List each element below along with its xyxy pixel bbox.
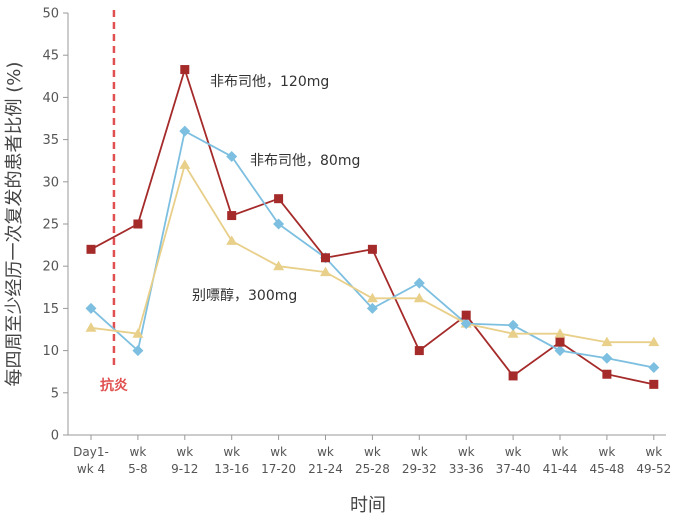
series-3-point (132, 328, 144, 338)
x-tick-label: wk (645, 445, 662, 459)
x-tick-label: wk (458, 445, 475, 459)
y-tick-label: 30 (42, 175, 59, 190)
y-tick-label: 25 (42, 218, 59, 233)
series-3-point (648, 336, 660, 347)
series-2-point (132, 345, 144, 357)
y-tick-label: 50 (42, 7, 59, 22)
y-tick-label: 45 (42, 49, 59, 64)
x-tick-label: wk (552, 445, 569, 459)
y-axis-title: 每四周至少经历一次复发的患者比例 (%) (4, 62, 25, 387)
series-2-point (507, 319, 519, 331)
series-3-point (366, 292, 378, 303)
x-tick-label: 45-48 (589, 462, 624, 476)
series-1-point (649, 379, 659, 389)
x-tick-label: 33-36 (449, 462, 484, 476)
x-axis-title: 时间 (350, 495, 386, 516)
event-layer: 抗炎 (100, 10, 128, 394)
x-tick-label: wk 4 (77, 462, 105, 476)
series-1-point (274, 194, 284, 204)
x-tick-label: 25-28 (355, 462, 390, 476)
x-tick-label: wk (411, 445, 428, 459)
series-1-point (133, 219, 143, 229)
series-label-3: 别嘌醇，300mg (192, 287, 297, 304)
x-tick-label: 13-16 (214, 462, 249, 476)
series-1-point (602, 369, 612, 379)
x-tick-label: 49-52 (636, 462, 671, 476)
x-tick-label: wk (270, 445, 287, 459)
series-1-point (461, 310, 471, 320)
series-1-point (180, 65, 190, 75)
series-1-point (227, 211, 237, 221)
y-axis: 0 5 10 15 20 25 30 35 40 45 50 (42, 7, 69, 444)
x-tick-label: 37-40 (496, 462, 531, 476)
series-3-point (179, 159, 191, 169)
series-1-point (414, 346, 424, 356)
series-1-point (555, 337, 565, 347)
series-2-point (413, 277, 425, 289)
series-label-layer: 非布司他，120mg 非布司他，80mg 别嘌醇，300mg (192, 74, 360, 304)
series-2-point (85, 302, 97, 314)
series-3-point (507, 328, 519, 338)
series-line-1 (90, 66, 654, 386)
series-1-point (321, 253, 330, 263)
y-tick-label: 10 (42, 344, 59, 359)
series-2-point (179, 125, 191, 137)
series-3-point (273, 260, 285, 271)
y-tick-label: 40 (42, 91, 59, 106)
series-3-point (554, 328, 566, 338)
series-3-point (226, 235, 238, 245)
series-layer (85, 65, 660, 389)
series-2-point (554, 345, 566, 357)
series-3-point (413, 292, 425, 303)
series-1-point (367, 244, 377, 254)
x-tick-label: 17-20 (261, 462, 296, 476)
x-tick-label: 29-32 (402, 462, 437, 476)
x-tick-label: 41-44 (543, 462, 578, 476)
series-2-point (273, 218, 285, 230)
series-label-1: 非布司他，120mg (210, 74, 329, 90)
series-3-point (320, 266, 331, 277)
series-2-point (366, 302, 378, 314)
x-tick-label: wk (505, 445, 522, 459)
series-label-2: 非布司他，80mg (250, 153, 360, 169)
event-label: 抗炎 (100, 377, 128, 394)
y-tick-label: 20 (42, 260, 59, 275)
x-tick-label: wk (599, 445, 616, 459)
x-tick-label: 9-12 (171, 462, 198, 476)
series-2-point (601, 352, 613, 364)
series-2-point (226, 150, 238, 162)
y-tick-label: 5 (51, 386, 59, 401)
y-tick-label: 15 (42, 302, 59, 317)
y-tick-label: 0 (51, 429, 59, 444)
x-tick-label: wk (317, 445, 334, 459)
x-tick-label: wk (364, 445, 381, 459)
series-1-point (508, 371, 518, 381)
series-2-point (648, 361, 660, 373)
x-tick-label: 21-24 (308, 462, 343, 476)
x-tick-label: Day1- (73, 445, 109, 459)
series-1-point (86, 244, 96, 254)
x-tick-label: wk (176, 445, 193, 459)
x-tick-label: wk (130, 445, 147, 459)
y-tick-label: 35 (42, 133, 59, 148)
series-2-point (460, 318, 472, 330)
x-tick-label: 5-8 (128, 462, 148, 476)
series-3-point (601, 336, 613, 347)
x-tick-label: wk (223, 445, 240, 459)
series-3-point (85, 322, 97, 332)
x-axis: Day1- wk 4 wk 5-8 wk 9-12 wk 13-16 wk 17-20 wk 21-2… (68, 434, 671, 476)
